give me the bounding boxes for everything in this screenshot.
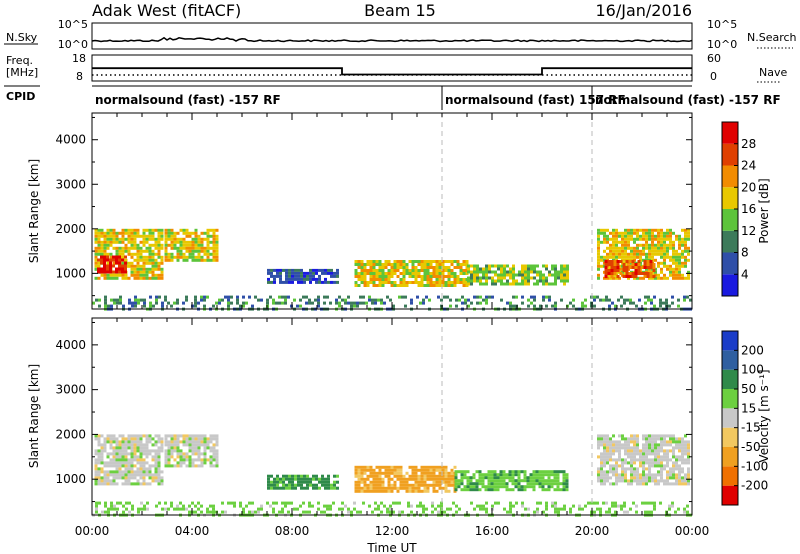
vel-cbar-tick: 50 xyxy=(741,382,756,396)
cpid-label: CPID xyxy=(6,90,35,103)
time-tick-label: 16:00 xyxy=(475,524,510,538)
velocity-ytick: 2000 xyxy=(55,427,86,441)
cpid-mode-label: normalsound (fast) -157 RF xyxy=(95,93,281,107)
power-panel: 1000 2000 3000 4000 Slant Range [km] 4 8 12 16… xyxy=(27,112,771,311)
time-tick-label: 20:00 xyxy=(575,524,610,538)
vel-cbar-tick: -15 xyxy=(741,421,761,435)
vel-cbar-swatch xyxy=(722,447,738,467)
beam-title: Beam 15 xyxy=(364,1,436,20)
power-cbar-tick: 12 xyxy=(741,224,756,238)
power-cbar-tick: 8 xyxy=(741,246,749,260)
time-tick-label: 12:00 xyxy=(375,524,410,538)
time-tick-label: 00:00 xyxy=(75,524,110,538)
vel-cbar-swatch xyxy=(722,389,738,409)
velocity-ylabel: Slant Range [km] xyxy=(27,364,41,468)
velocity-ytick: 4000 xyxy=(55,338,86,352)
cpid-mode-label: normalsound (fast) -157 RF xyxy=(595,93,781,107)
velocity-panel: 1000 2000 3000 4000 Slant Range [km] -200 -1… xyxy=(27,317,771,517)
vel-cbar-tick: 15 xyxy=(741,401,756,415)
time-tick-label: 00:00 xyxy=(675,524,710,538)
velocity-echoes xyxy=(92,434,692,517)
vel-cbar-tick: 200 xyxy=(741,343,764,357)
vel-cbar-swatch xyxy=(722,408,738,428)
noise-sky-line xyxy=(91,36,693,43)
vel-cbar-swatch xyxy=(722,350,738,370)
cpid-mode-label: normalsound (fast) 157 RF xyxy=(445,93,626,107)
freq-label-1: Freq. xyxy=(6,54,33,67)
freq-tick-bottom: 8 xyxy=(76,70,83,83)
power-cbar-tick: 16 xyxy=(741,202,756,216)
nave-label: Nave xyxy=(759,66,787,79)
vel-cbar-tick: -200 xyxy=(741,479,768,493)
noise-panel: N.Sky 10^5 10^0 10^5 10^0 N.Search xyxy=(4,18,797,51)
nsearch-label: N.Search xyxy=(747,31,797,44)
noise-bottom-left: 10^0 xyxy=(58,38,88,51)
velocity-cbar-label: Velocity [m s⁻¹] xyxy=(757,369,771,462)
noise-top-left: 10^5 xyxy=(58,18,88,31)
power-ytick: 2000 xyxy=(55,222,86,236)
power-echoes xyxy=(92,228,692,311)
power-ytick: 3000 xyxy=(55,177,86,191)
time-tick-label: 04:00 xyxy=(175,524,210,538)
time-tick-label: 08:00 xyxy=(275,524,310,538)
power-cbar-swatch xyxy=(722,143,738,166)
noise-top-right: 10^5 xyxy=(707,18,737,31)
velocity-ytick: 3000 xyxy=(55,383,86,397)
power-cbar-tick: 4 xyxy=(741,267,749,281)
vel-cbar-tick: -50 xyxy=(741,440,761,454)
power-cbar-swatch xyxy=(722,187,738,209)
power-cbar-tick: 24 xyxy=(741,159,756,173)
power-cbar-tick: 28 xyxy=(741,137,756,151)
station-title: Adak West (fitACF) xyxy=(92,1,241,20)
power-cbar-swatch xyxy=(722,274,738,296)
power-cbar-swatch xyxy=(722,165,738,188)
noise-bottom-right: 10^0 xyxy=(707,38,737,51)
power-cbar-swatch xyxy=(722,252,738,275)
vel-cbar-swatch xyxy=(722,485,738,505)
power-cbar-swatch xyxy=(722,230,738,253)
vel-cbar-swatch xyxy=(722,427,738,447)
nsky-label: N.Sky xyxy=(6,31,38,44)
power-cbar-label: Power [dB] xyxy=(757,178,771,243)
nave-tick-top: 60 xyxy=(707,52,721,65)
freq-tick-top: 18 xyxy=(72,52,86,65)
power-ylabel: Slant Range [km] xyxy=(27,159,41,263)
power-cbar-tick: 20 xyxy=(741,180,756,194)
vel-cbar-tick: -100 xyxy=(741,459,768,473)
vel-cbar-swatch xyxy=(722,369,738,389)
freq-step-line xyxy=(92,67,692,76)
power-cbar-swatch xyxy=(722,209,738,231)
power-ytick: 1000 xyxy=(55,266,86,280)
freq-label-2: [MHz] xyxy=(6,66,38,79)
time-axis-label: Time UT xyxy=(366,541,417,554)
vel-cbar-swatch xyxy=(722,331,738,351)
date-title: 16/Jan/2016 xyxy=(595,1,692,20)
power-cbar-swatch xyxy=(722,122,738,144)
cpid-row: CPID normalsound (fast) -157 RF normalsou… xyxy=(4,85,781,110)
velocity-ytick: 1000 xyxy=(55,472,86,486)
freq-panel: Freq. [MHz] 18 8 60 0 Nave xyxy=(6,52,787,83)
vel-cbar-tick: 100 xyxy=(741,363,764,377)
nave-tick-bottom: 0 xyxy=(710,70,717,83)
time-axis: 00:00 04:00 08:00 12:00 16:00 20:00 00:00 xyxy=(75,113,710,538)
vel-cbar-swatch xyxy=(722,466,738,486)
power-ytick: 4000 xyxy=(55,133,86,147)
